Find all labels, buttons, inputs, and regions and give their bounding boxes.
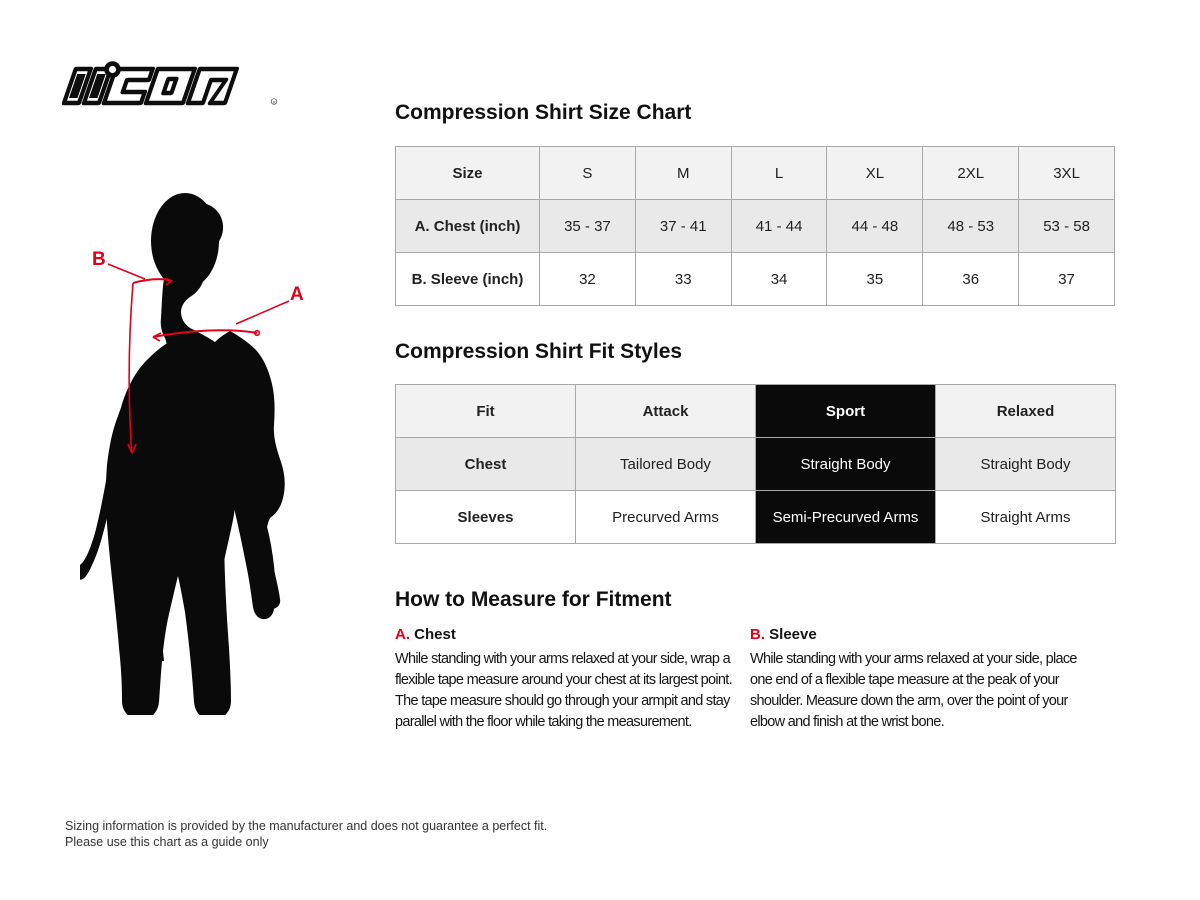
svg-text:B: B	[92, 249, 106, 270]
svg-text:A: A	[290, 284, 304, 305]
